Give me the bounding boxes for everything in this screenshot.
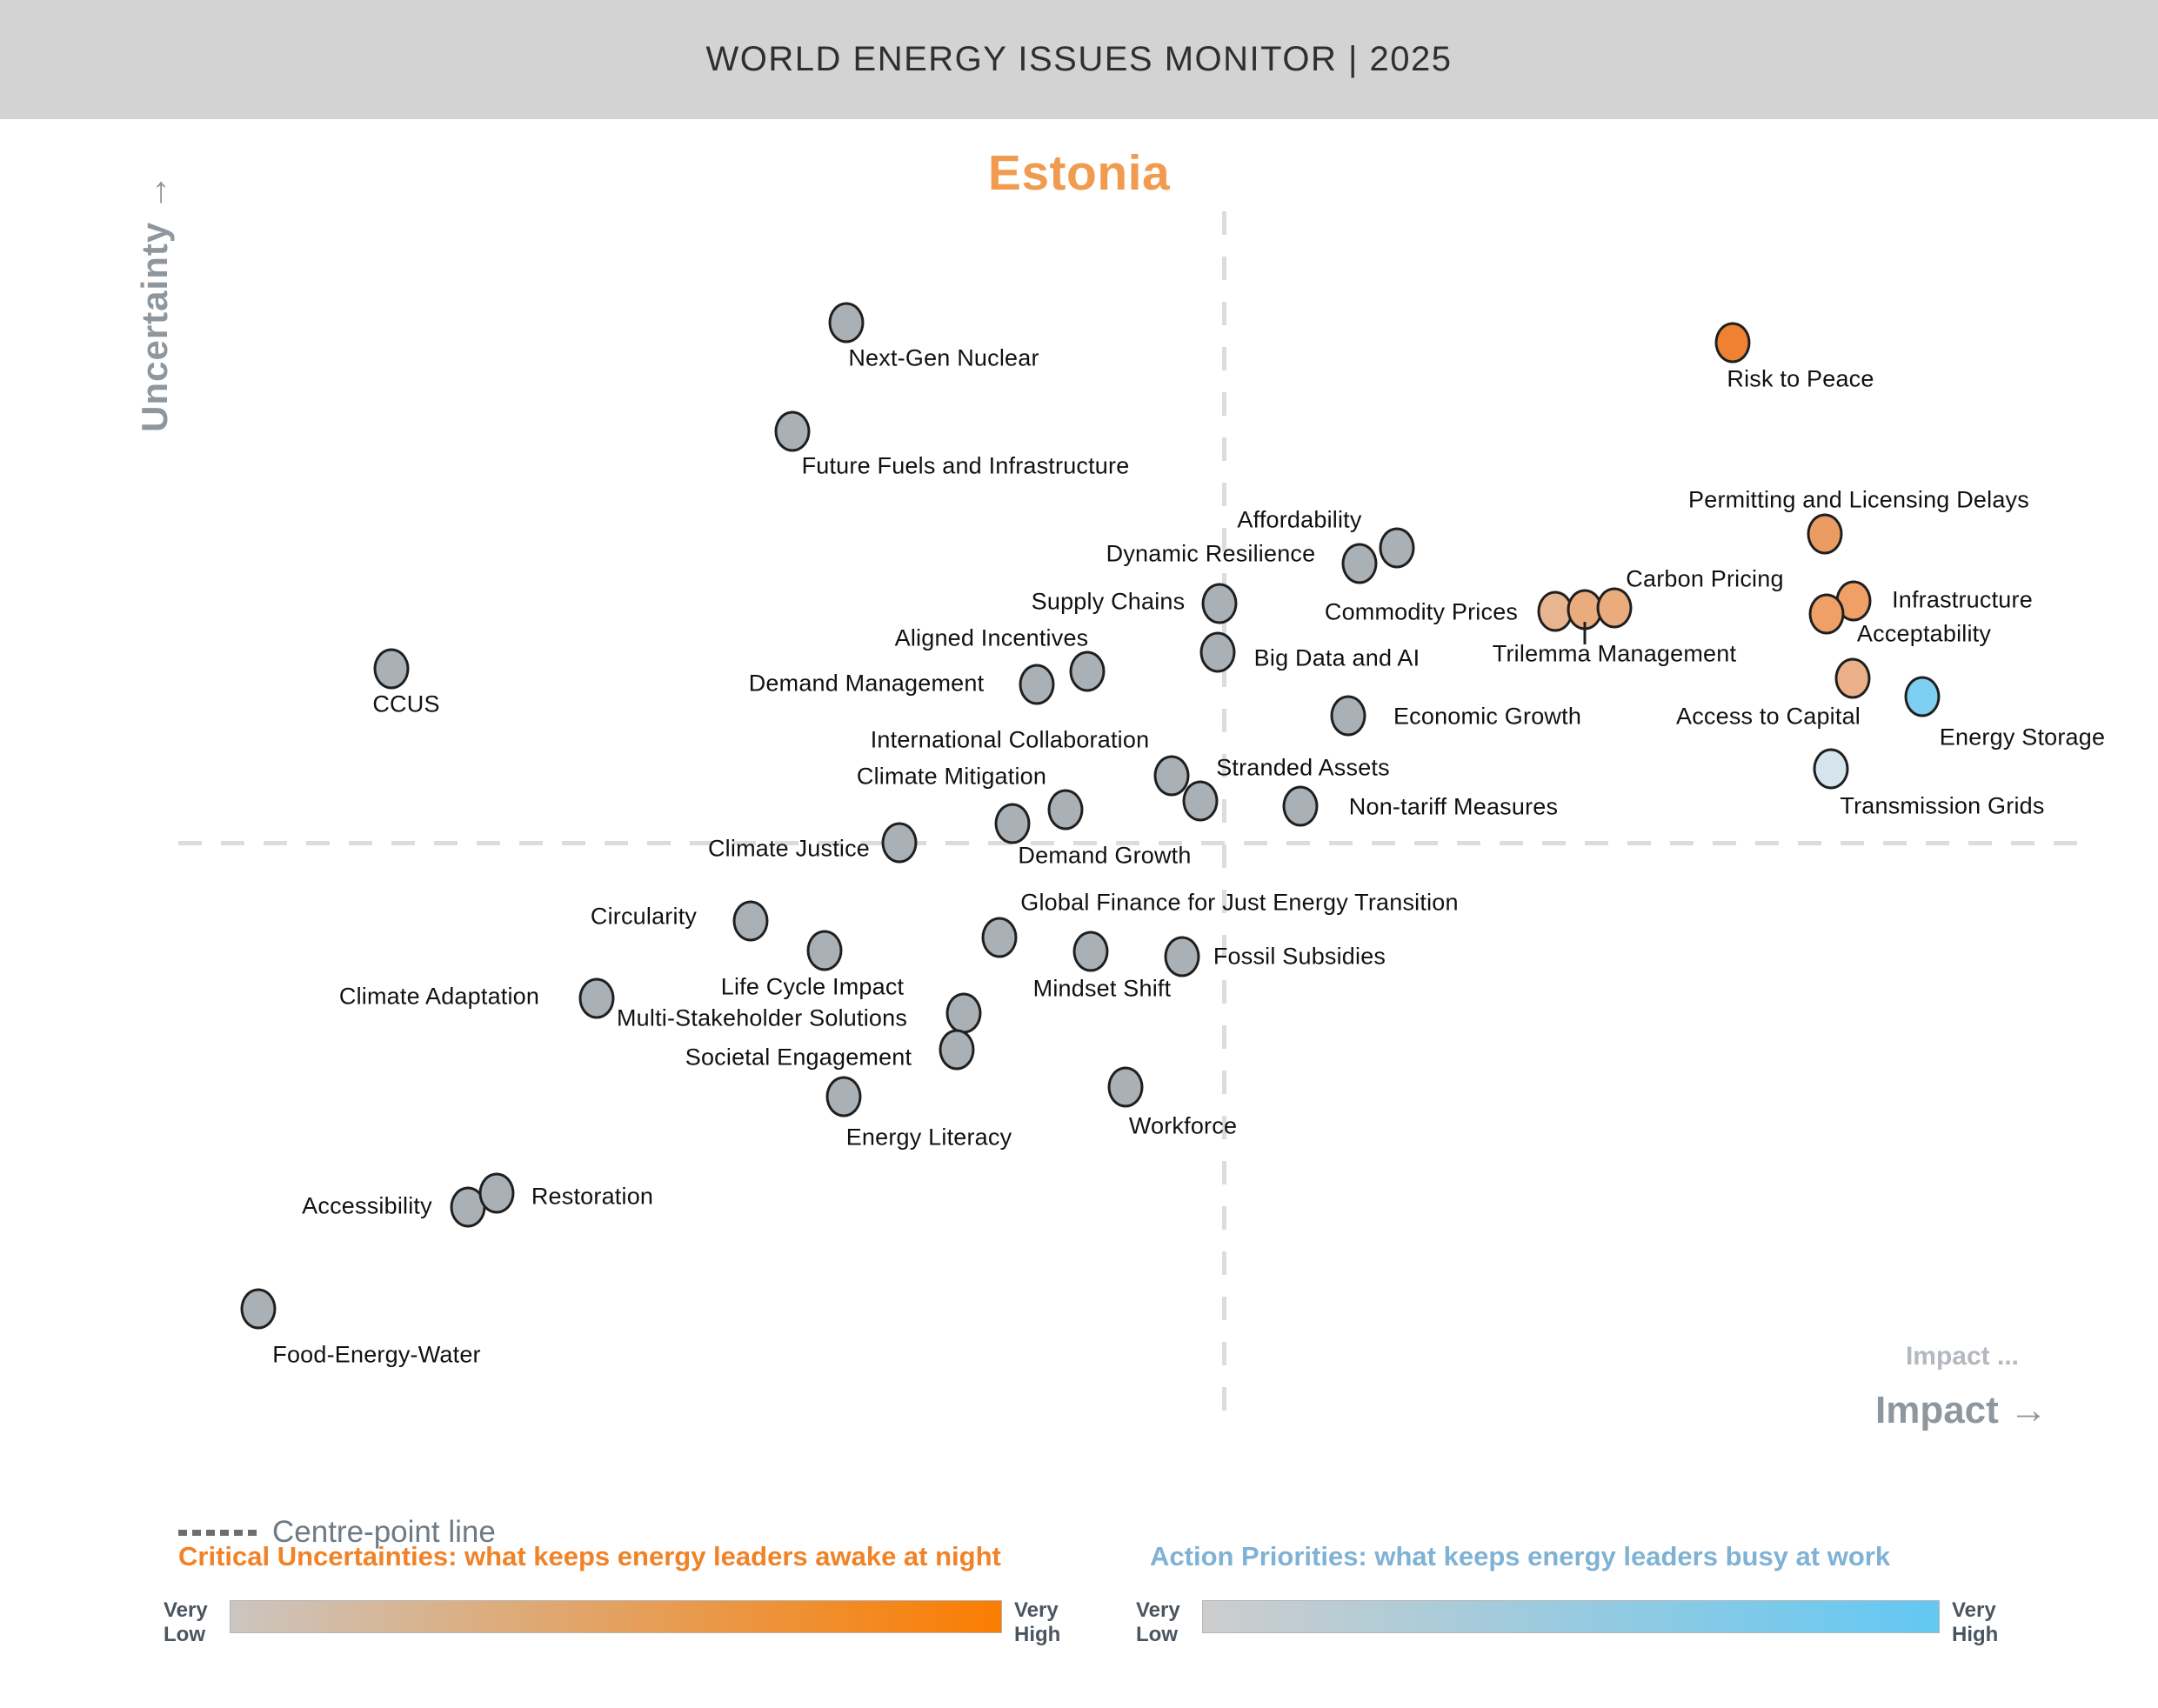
- issue-label-demand-management: Demand Management: [748, 670, 985, 697]
- issue-bubble-risk-to-peace[interactable]: [1714, 322, 1751, 364]
- issue-label-climate-mitigation: Climate Mitigation: [856, 763, 1047, 790]
- issue-label-stranded-assets: Stranded Assets: [1216, 754, 1390, 781]
- issue-label-access-to-capital: Access to Capital: [1676, 703, 1861, 730]
- issue-label-workforce: Workforce: [1128, 1112, 1238, 1139]
- issue-bubble-ccus[interactable]: [373, 648, 410, 690]
- issue-label-transmission-grids: Transmission Grids: [1840, 792, 2045, 819]
- label-pointer-line: [1583, 622, 1587, 644]
- issue-label-multi-stakeholder-solutions: Multi-Stakeholder Solutions: [616, 1004, 908, 1031]
- issue-bubble-carbon-pricing[interactable]: [1596, 587, 1633, 629]
- issue-label-risk-to-peace: Risk to Peace: [1727, 365, 1874, 392]
- issue-label-international-collaboration: International Collaboration: [870, 726, 1150, 753]
- issue-bubble-energy-storage[interactable]: [1904, 676, 1941, 717]
- page-title: WORLD ENERGY ISSUES MONITOR | 2025: [705, 40, 1453, 78]
- issue-label-permitting-and-licensing-delays: Permitting and Licensing Delays: [1688, 486, 2029, 513]
- issue-label-global-finance-for-just-energy-transition: Global Finance for Just Energy Transitio…: [1020, 889, 1459, 916]
- issue-bubble-circularity[interactable]: [732, 900, 769, 942]
- issue-label-mindset-shift: Mindset Shift: [1032, 975, 1172, 1002]
- action-scale-high-label: Very High: [1952, 1598, 1999, 1647]
- issue-bubble-global-finance-for-just-energy-transition[interactable]: [981, 917, 1018, 958]
- action-scale-low-label: Very Low: [1136, 1598, 1180, 1647]
- header-bar: WORLD ENERGY ISSUES MONITOR | 2025: [0, 0, 2158, 119]
- issue-label-trilemma-management: Trilemma Management: [1492, 640, 1737, 667]
- issue-bubble-fossil-subsidies[interactable]: [1164, 936, 1200, 977]
- issue-bubble-societal-engagement[interactable]: [939, 1029, 975, 1071]
- issue-bubble-access-to-capital[interactable]: [1834, 657, 1871, 699]
- issue-label-next-gen-nuclear: Next-Gen Nuclear: [848, 344, 1039, 371]
- issue-bubble-economic-growth[interactable]: [1330, 695, 1366, 737]
- issue-label-economic-growth: Economic Growth: [1393, 703, 1582, 730]
- issue-label-climate-adaptation: Climate Adaptation: [338, 983, 540, 1010]
- issue-bubble-affordability[interactable]: [1379, 527, 1415, 569]
- issue-bubble-permitting-and-licensing-delays[interactable]: [1807, 513, 1843, 555]
- issue-bubble-stranded-assets[interactable]: [1182, 780, 1219, 822]
- issue-label-ccus: CCUS: [372, 691, 440, 717]
- x-axis-label-impact-small: Impact ...: [1905, 1342, 2020, 1371]
- issue-bubble-big-data-and-ai[interactable]: [1199, 631, 1236, 673]
- issue-bubble-future-fuels-and-infrastructure[interactable]: [774, 410, 811, 452]
- critical-scale-high-label: Very High: [1014, 1598, 1061, 1647]
- issue-label-future-fuels-and-infrastructure: Future Fuels and Infrastructure: [801, 452, 1130, 479]
- issue-label-fossil-subsidies: Fossil Subsidies: [1213, 943, 1386, 970]
- issue-bubble-life-cycle-impact[interactable]: [806, 930, 843, 971]
- y-axis-label-uncertainty: Uncertainty →: [134, 173, 175, 432]
- issue-bubble-dynamic-resilience[interactable]: [1341, 543, 1378, 584]
- issue-label-infrastructure: Infrastructure: [1892, 586, 2033, 613]
- issue-label-life-cycle-impact: Life Cycle Impact: [720, 973, 905, 1000]
- issue-bubble-supply-chains[interactable]: [1201, 583, 1238, 624]
- issue-bubble-mindset-shift[interactable]: [1072, 931, 1109, 972]
- issue-bubble-acceptability[interactable]: [1808, 593, 1845, 635]
- issue-bubble-next-gen-nuclear[interactable]: [828, 302, 865, 344]
- issue-label-food-energy-water: Food-Energy-Water: [272, 1341, 481, 1368]
- critical-uncertainties-legend-title: Critical Uncertainties: what keeps energ…: [178, 1541, 1001, 1571]
- issue-bubble-aligned-incentives[interactable]: [1069, 651, 1106, 692]
- issue-label-supply-chains: Supply Chains: [1031, 588, 1186, 615]
- issue-bubble-demand-growth[interactable]: [994, 803, 1031, 844]
- issue-bubble-climate-adaptation[interactable]: [578, 977, 615, 1019]
- issue-bubble-non-tariff-measures[interactable]: [1282, 785, 1319, 827]
- x-axis-label-impact: Impact →: [1874, 1389, 2048, 1431]
- issue-label-demand-growth: Demand Growth: [1018, 842, 1192, 869]
- issue-label-aligned-incentives: Aligned Incentives: [894, 624, 1089, 651]
- issue-label-energy-storage: Energy Storage: [1939, 724, 2106, 751]
- centre-point-line-horizontal: [178, 841, 2092, 845]
- centre-point-legend: Centre-point line: [178, 1515, 496, 1550]
- action-priorities-legend-title: Action Priorities: what keeps energy lea…: [1150, 1541, 1891, 1571]
- issue-label-commodity-prices: Commodity Prices: [1324, 598, 1519, 625]
- issue-bubble-international-collaboration[interactable]: [1153, 755, 1190, 797]
- critical-uncertainties-gradient-bar: [230, 1600, 1002, 1633]
- issue-label-dynamic-resilience: Dynamic Resilience: [1106, 540, 1316, 567]
- issue-bubble-energy-literacy[interactable]: [825, 1076, 862, 1118]
- issue-bubble-transmission-grids[interactable]: [1813, 748, 1849, 790]
- centre-point-legend-label: Centre-point line: [272, 1515, 496, 1549]
- issue-bubble-workforce[interactable]: [1107, 1066, 1144, 1108]
- issue-label-non-tariff-measures: Non-tariff Measures: [1348, 793, 1559, 820]
- country-subtitle: Estonia: [987, 145, 1171, 201]
- issue-bubble-restoration[interactable]: [478, 1172, 515, 1214]
- issue-label-restoration: Restoration: [531, 1183, 654, 1210]
- issue-label-climate-justice: Climate Justice: [707, 835, 871, 862]
- issue-bubble-climate-justice[interactable]: [881, 822, 918, 864]
- issue-label-affordability: Affordability: [1237, 506, 1362, 533]
- issue-label-energy-literacy: Energy Literacy: [845, 1124, 1012, 1151]
- issue-label-societal-engagement: Societal Engagement: [685, 1044, 912, 1071]
- centre-point-line-vertical: [1222, 211, 1226, 1420]
- issue-bubble-climate-mitigation[interactable]: [1047, 789, 1084, 831]
- issue-label-carbon-pricing: Carbon Pricing: [1626, 565, 1784, 592]
- issue-label-big-data-and-ai: Big Data and AI: [1253, 644, 1420, 671]
- issue-bubble-multi-stakeholder-solutions[interactable]: [945, 992, 982, 1034]
- action-priorities-gradient-bar: [1202, 1600, 1940, 1633]
- issue-label-acceptability: Acceptability: [1856, 620, 1992, 647]
- dashed-line-sample-icon: [178, 1529, 257, 1536]
- issue-label-circularity: Circularity: [590, 903, 698, 930]
- critical-scale-low-label: Very Low: [164, 1598, 208, 1647]
- issue-label-accessibility: Accessibility: [302, 1192, 432, 1219]
- issue-bubble-food-energy-water[interactable]: [240, 1288, 277, 1330]
- issue-bubble-demand-management[interactable]: [1019, 664, 1055, 705]
